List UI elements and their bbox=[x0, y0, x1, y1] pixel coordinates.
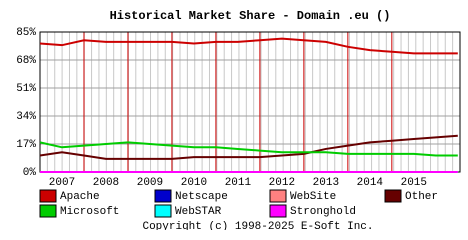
series-line bbox=[39, 37, 458, 55]
x-tick-label: 2014 bbox=[357, 177, 384, 189]
legend-label: Apache bbox=[60, 191, 100, 203]
legend-swatch bbox=[269, 204, 287, 218]
legend-swatch bbox=[39, 204, 57, 218]
chart: Historical Market Share - Domain .eu () … bbox=[16, 9, 461, 230]
legend-label: WebSite bbox=[290, 191, 336, 203]
legend-label: Microsoft bbox=[60, 206, 119, 218]
x-tick-label: 2013 bbox=[313, 177, 339, 189]
y-tick-label: 51% bbox=[16, 83, 36, 95]
y-tick-label: 34% bbox=[16, 111, 36, 123]
footer: Copyright (c) 1998-2025 E-Soft Inc. bbox=[142, 221, 373, 230]
legend-label: Stronghold bbox=[290, 206, 356, 218]
legend-label: Other bbox=[405, 191, 438, 203]
y-tick-label: 68% bbox=[16, 55, 36, 67]
x-tick-label: 2012 bbox=[269, 177, 295, 189]
page: {"chart_data": {"type": "line", "title":… bbox=[16, 9, 461, 230]
legend-swatch bbox=[154, 189, 172, 203]
legend-label: WebSTAR bbox=[175, 206, 222, 218]
x-tick-label: 2009 bbox=[137, 177, 163, 189]
legend-swatch bbox=[39, 189, 57, 203]
x-tick-label: 2010 bbox=[181, 177, 207, 189]
x-tick-label: 2015 bbox=[401, 177, 427, 189]
y-tick-label: 0% bbox=[23, 167, 37, 179]
x-tick-label: 2008 bbox=[93, 177, 119, 189]
legend-swatch bbox=[384, 189, 402, 203]
y-tick-label: 85% bbox=[16, 27, 36, 39]
legend-swatch bbox=[154, 204, 172, 218]
chart-title: Historical Market Share - Domain .eu () bbox=[110, 9, 391, 23]
series-line bbox=[39, 134, 458, 160]
x-tick-label: 2007 bbox=[49, 177, 75, 189]
legend-label: Netscape bbox=[175, 191, 228, 203]
x-tick-label: 2011 bbox=[225, 177, 252, 189]
legend-swatch bbox=[269, 189, 287, 203]
y-tick-label: 17% bbox=[16, 139, 36, 151]
series-line bbox=[39, 141, 458, 157]
